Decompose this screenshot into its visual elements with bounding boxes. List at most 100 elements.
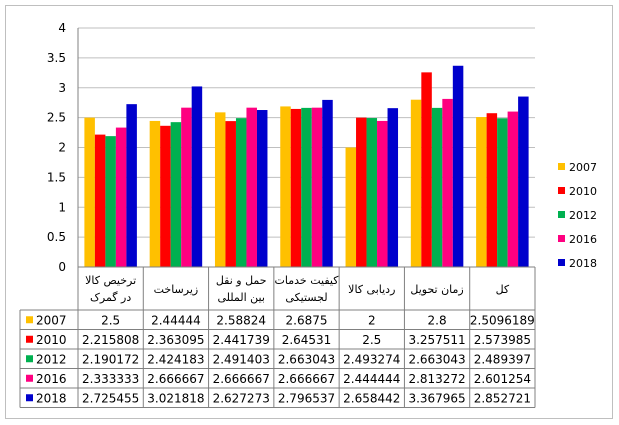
bar-2018 [322, 99, 333, 267]
bar-2012 [105, 136, 116, 267]
data-label: 2.796537 [278, 391, 335, 405]
data-label: 2.601254 [474, 372, 531, 386]
category-label: ترخیص کالا در گمرک [85, 274, 136, 304]
data-label: 2.441739 [213, 333, 270, 347]
bar-2010 [94, 134, 106, 267]
bar-2012 [366, 118, 378, 267]
data-label: 2.44444 [151, 313, 201, 327]
y-tick-label: 3.5 [47, 51, 66, 65]
category-label: زیرساخت [154, 283, 199, 296]
legend-key-2012 [558, 211, 565, 218]
data-label: 2.5 [101, 313, 120, 327]
data-label: 2.64531 [282, 333, 332, 347]
bar-2007 [476, 117, 487, 268]
bar-2018 [126, 104, 137, 268]
bar-2010 [356, 117, 367, 267]
bar-2016 [246, 107, 257, 267]
bar-2007 [84, 117, 95, 267]
bar-2012 [301, 107, 312, 267]
data-label: 2.627273 [213, 391, 270, 405]
legend-label: 2018 [569, 257, 597, 270]
data-label: 3.021818 [147, 391, 204, 405]
data-label: 2.424183 [147, 352, 204, 366]
data-label: 2.363095 [147, 333, 204, 347]
bar-2010 [421, 72, 432, 268]
bar-2012 [235, 118, 247, 267]
y-tick-label: 2.5 [47, 111, 66, 125]
data-label: 2.666667 [147, 372, 204, 386]
bar-2016 [181, 107, 192, 267]
data-label: 2.190172 [82, 352, 139, 366]
table-legend-key-2012 [26, 355, 33, 363]
category-label: زمان تحویل [410, 283, 463, 296]
y-tick-label: 4 [58, 21, 66, 35]
data-label: 2.658442 [343, 391, 400, 405]
legend-label: 2012 [569, 209, 597, 222]
bar-2007 [280, 106, 291, 267]
y-tick-label: 0 [58, 260, 66, 274]
legend-key-2016 [558, 235, 565, 242]
data-label: 2.491403 [213, 352, 270, 366]
data-label: 2.725455 [82, 391, 139, 405]
bar-2018 [256, 110, 268, 267]
category-label: کل [496, 283, 510, 296]
bar-2012 [431, 107, 443, 267]
bar-2007 [214, 112, 226, 267]
data-label: 2.813272 [408, 372, 465, 386]
bar-2010 [486, 113, 498, 267]
data-label: 2.852721 [474, 391, 531, 405]
table-legend-key-2016 [26, 374, 33, 382]
bar-2018 [518, 96, 529, 267]
data-label: 2.5 [362, 333, 381, 347]
bar-2007 [345, 147, 357, 267]
bar-2018 [452, 65, 464, 267]
bar-2010 [160, 125, 171, 267]
bar-2018 [191, 86, 203, 267]
data-label: 2.5096189 [470, 313, 535, 327]
data-label: 2.663043 [408, 352, 465, 366]
table-series-label: 2007 [36, 313, 67, 327]
bar-2010 [290, 108, 302, 268]
data-label: 2.444444 [343, 372, 400, 386]
category-label: حمل و نقل بین المللی [216, 274, 267, 304]
legend-key-2010 [558, 187, 565, 194]
table-series-label: 2018 [36, 391, 67, 405]
data-label: 2.493274 [343, 352, 400, 366]
data-label: 2.333333 [82, 372, 139, 386]
data-label: 3.367965 [408, 391, 465, 405]
bar-2016 [377, 120, 388, 267]
bar-2016 [115, 127, 127, 268]
data-label: 2 [368, 313, 376, 327]
table-series-label: 2012 [36, 352, 67, 366]
bar-2016 [507, 111, 519, 267]
bar-2012 [497, 118, 508, 267]
y-tick-label: 1.5 [47, 170, 66, 184]
bar-2010 [225, 121, 236, 267]
data-label: 2.489397 [474, 352, 531, 366]
table-legend-key-2007 [26, 316, 33, 324]
legend-label: 2007 [569, 161, 597, 174]
bar-2007 [149, 120, 161, 268]
table-series-label: 2010 [36, 333, 67, 347]
data-label: 2.58824 [216, 313, 266, 327]
legend-label: 2016 [569, 233, 597, 246]
data-label: 2.8 [428, 313, 447, 327]
data-label: 3.257511 [408, 333, 465, 347]
legend-key-2018 [558, 259, 565, 266]
y-tick-label: 1 [58, 200, 66, 214]
legend-label: 2010 [569, 185, 597, 198]
chart-frame: 0 0.5 1 1.5 2 2.5 3 3.5 4 ترخیص کالا در گمرک زیرساخ… [5, 5, 613, 419]
data-label: 2.666667 [278, 372, 335, 386]
bar-2007 [410, 99, 422, 267]
data-label: 2.663043 [278, 352, 335, 366]
table-series-label: 2016 [36, 372, 67, 386]
legend-key-2007 [558, 163, 565, 170]
category-label: کیفیت خدمات لجستیکی [275, 274, 340, 304]
data-label: 2.6875 [286, 313, 328, 327]
table-legend-key-2018 [26, 394, 33, 402]
table-legend-key-2010 [26, 335, 33, 343]
y-tick-label: 3 [58, 81, 66, 95]
data-label: 2.215808 [82, 333, 139, 347]
bar-2016 [442, 98, 453, 267]
data-label: 2.666667 [213, 372, 270, 386]
